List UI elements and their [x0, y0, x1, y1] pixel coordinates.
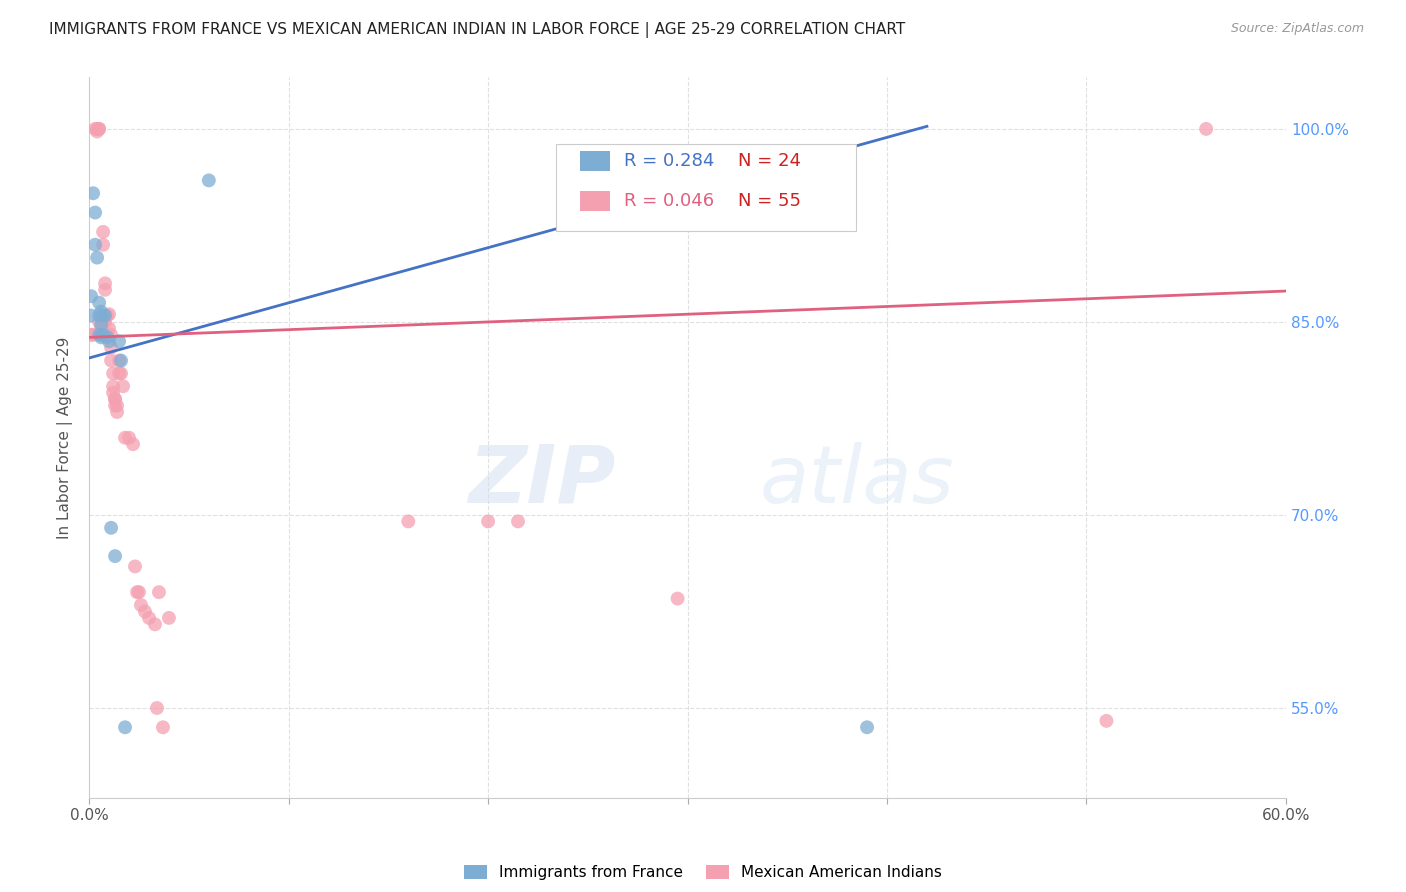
Text: R = 0.284: R = 0.284	[624, 152, 714, 170]
Point	[114, 431, 136, 445]
Point	[86, 251, 108, 265]
Point	[94, 309, 117, 323]
Point	[89, 295, 111, 310]
Text: atlas: atlas	[759, 442, 955, 520]
Point	[91, 315, 114, 329]
Point	[122, 437, 145, 451]
Point	[105, 399, 128, 413]
Point	[90, 327, 112, 342]
Text: N = 24: N = 24	[738, 152, 801, 170]
Point	[856, 720, 879, 734]
Point	[84, 122, 107, 136]
Point	[666, 591, 689, 606]
Point	[101, 367, 124, 381]
Point	[100, 353, 122, 368]
Point	[91, 309, 114, 323]
Point	[110, 367, 132, 381]
Point	[477, 515, 499, 529]
Point	[129, 598, 152, 612]
Point	[118, 431, 141, 445]
Point	[98, 307, 121, 321]
Point	[104, 392, 127, 406]
Point	[143, 617, 166, 632]
Point	[89, 327, 111, 342]
Point	[86, 124, 108, 138]
Text: ZIP: ZIP	[468, 442, 616, 520]
Point	[101, 379, 124, 393]
FancyBboxPatch shape	[579, 151, 610, 171]
Point	[89, 315, 111, 329]
Point	[98, 321, 121, 335]
Point	[94, 283, 117, 297]
Point	[91, 225, 114, 239]
Point	[1095, 714, 1118, 728]
Point	[94, 315, 117, 329]
Point	[84, 205, 107, 219]
Point	[100, 521, 122, 535]
Point	[506, 515, 529, 529]
Point	[89, 122, 111, 136]
Y-axis label: In Labor Force | Age 25-29: In Labor Force | Age 25-29	[58, 336, 73, 539]
Text: N = 55: N = 55	[738, 193, 801, 211]
Point	[90, 304, 112, 318]
Point	[91, 237, 114, 252]
Point	[82, 186, 104, 201]
Point	[101, 385, 124, 400]
Point	[108, 367, 131, 381]
FancyBboxPatch shape	[555, 144, 856, 231]
Legend: Immigrants from France, Mexican American Indians: Immigrants from France, Mexican American…	[464, 865, 942, 880]
Point	[80, 309, 103, 323]
Point	[90, 330, 112, 344]
Text: IMMIGRANTS FROM FRANCE VS MEXICAN AMERICAN INDIAN IN LABOR FORCE | AGE 25-29 COR: IMMIGRANTS FROM FRANCE VS MEXICAN AMERIC…	[49, 22, 905, 38]
Point	[94, 277, 117, 291]
Point	[89, 309, 111, 323]
Point	[86, 122, 108, 136]
Point	[152, 720, 174, 734]
Text: Source: ZipAtlas.com: Source: ZipAtlas.com	[1230, 22, 1364, 36]
Point	[100, 327, 122, 342]
Point	[84, 237, 107, 252]
Point	[90, 321, 112, 335]
Point	[104, 399, 127, 413]
Point	[146, 701, 169, 715]
Point	[80, 327, 103, 342]
Point	[80, 289, 103, 303]
Point	[157, 611, 180, 625]
Point	[110, 353, 132, 368]
Point	[82, 327, 104, 342]
Point	[90, 318, 112, 332]
Point	[112, 379, 135, 393]
Point	[96, 330, 118, 344]
Point	[100, 341, 122, 355]
Point	[396, 515, 419, 529]
Point	[105, 405, 128, 419]
Point	[104, 549, 127, 563]
Point	[138, 611, 160, 625]
Point	[148, 585, 170, 599]
Point	[91, 327, 114, 342]
Point	[104, 392, 127, 406]
Point	[108, 353, 131, 368]
Point	[128, 585, 150, 599]
FancyBboxPatch shape	[579, 191, 610, 211]
Point	[114, 720, 136, 734]
Point	[124, 559, 146, 574]
Point	[1195, 122, 1218, 136]
Point	[125, 585, 148, 599]
Text: R = 0.046: R = 0.046	[624, 193, 714, 211]
Point	[96, 309, 118, 323]
Point	[96, 327, 118, 342]
Point	[98, 334, 121, 349]
Point	[198, 173, 221, 187]
Point	[108, 334, 131, 349]
Point	[134, 605, 156, 619]
Point	[89, 122, 111, 136]
